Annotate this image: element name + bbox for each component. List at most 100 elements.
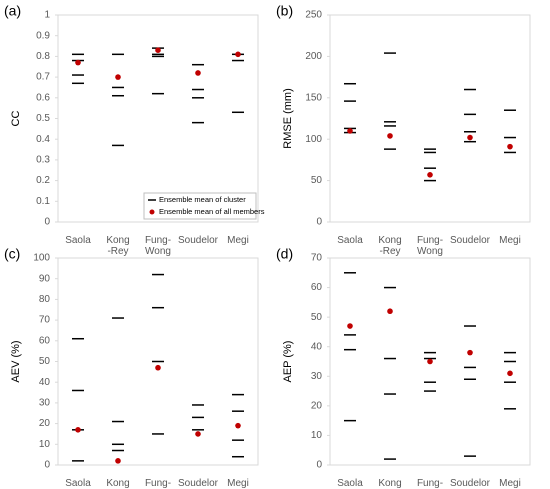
panel-label: (b) (276, 3, 293, 19)
y-tick-label: 0.9 (36, 30, 50, 41)
x-tick-line: Megi (227, 478, 249, 489)
y-tick-label: 20 (39, 418, 51, 429)
x-tick-line: Soudelor (178, 235, 219, 246)
all-member-mean (507, 370, 513, 377)
all-member-mean (427, 358, 433, 365)
all-member-mean (155, 47, 161, 53)
all-member-mean (347, 323, 353, 329)
plot-frame (329, 14, 531, 223)
x-tick-label: Saola (337, 235, 363, 246)
x-tick-line: Wong (417, 246, 443, 257)
all-member-mean (347, 128, 353, 134)
x-tick-line: Saola (65, 478, 91, 489)
x-tick-line: Fung- (417, 478, 443, 489)
y-axis-label: RMSE (mm) (282, 88, 294, 149)
y-tick-label: 60 (311, 282, 323, 293)
y-tick-label: 90 (39, 273, 51, 284)
y-tick-label: 0 (316, 460, 322, 471)
x-tick-line: Kong (106, 235, 129, 246)
y-tick-label: 10 (39, 439, 51, 450)
x-tick-label: Megi (227, 478, 249, 489)
y-tick-label: 0.3 (36, 155, 50, 166)
x-tick-label: Megi (227, 235, 249, 246)
all-member-mean (195, 431, 201, 437)
y-axis-label: AEV (%) (10, 340, 22, 382)
x-tick-label: Megi (499, 478, 521, 489)
plot-frame (57, 14, 259, 223)
x-tick-line: Megi (499, 235, 521, 246)
x-tick-line: Wong (145, 246, 171, 257)
y-tick-label: 0.8 (36, 51, 50, 62)
panel-label: (c) (4, 246, 20, 262)
x-tick-line: Kong (378, 478, 401, 489)
all-member-mean (155, 364, 161, 371)
y-tick-label: 0.6 (36, 92, 50, 103)
y-tick-label: 0 (316, 217, 322, 228)
x-tick-line: Kong (106, 478, 129, 489)
x-tick-label: Fung-Wong (417, 235, 443, 257)
y-axis-label: AEP (%) (282, 341, 294, 383)
plot-frame (329, 257, 531, 466)
y-tick-label: 1 (44, 10, 50, 21)
all-member-mean (467, 134, 473, 141)
y-axis-label: CC (10, 111, 22, 127)
x-tick-label: Soudelor (450, 235, 491, 246)
x-tick-line: Saola (337, 235, 363, 246)
x-tick-line: Soudelor (450, 478, 491, 489)
all-member-mean (235, 422, 241, 429)
y-tick-label: 30 (311, 371, 323, 382)
y-tick-label: 0.2 (36, 175, 50, 186)
x-tick-line: Fung- (417, 235, 443, 246)
y-tick-label: 50 (39, 356, 51, 367)
x-tick-label: Soudelor (178, 235, 219, 246)
all-member-mean (427, 172, 433, 178)
legend-label: Ensemble mean of all members (159, 207, 265, 216)
y-tick-label: 30 (39, 398, 51, 409)
x-tick-line: Megi (227, 235, 249, 246)
all-member-mean (467, 349, 473, 356)
x-tick-label: Saola (65, 478, 91, 489)
x-tick-line: Saola (65, 235, 91, 246)
y-tick-label: 0 (44, 460, 50, 471)
x-tick-label: Kong-Rey (378, 478, 401, 489)
y-tick-label: 100 (305, 134, 322, 145)
x-tick-label: Fung-Wong (145, 478, 171, 489)
y-tick-label: 0.7 (36, 72, 50, 83)
all-member-mean (75, 427, 81, 433)
y-tick-label: 200 (305, 51, 322, 62)
x-tick-label: Kong-Rey (106, 478, 129, 489)
y-tick-label: 0.4 (36, 134, 50, 145)
x-tick-label: Soudelor (450, 478, 491, 489)
x-tick-label: Saola (337, 478, 363, 489)
x-tick-line: Megi (499, 478, 521, 489)
x-tick-label: Megi (499, 235, 521, 246)
all-member-mean (387, 308, 393, 315)
x-tick-line: Fung- (145, 478, 171, 489)
y-tick-label: 0 (44, 217, 50, 228)
y-tick-label: 40 (311, 341, 323, 352)
x-tick-label: Soudelor (178, 478, 219, 489)
legend-label: Ensemble mean of cluster (159, 195, 246, 204)
x-tick-label: Saola (65, 235, 91, 246)
x-tick-line: Soudelor (450, 235, 491, 246)
all-member-mean (115, 458, 121, 464)
y-tick-label: 70 (39, 315, 51, 326)
all-member-mean (195, 70, 201, 76)
x-tick-line: Soudelor (178, 478, 219, 489)
y-tick-label: 0.5 (36, 113, 50, 124)
x-tick-label: Fung-Wong (417, 478, 443, 489)
all-member-mean (75, 59, 81, 66)
y-tick-label: 10 (311, 430, 323, 441)
x-tick-line: -Rey (107, 246, 128, 257)
all-member-mean (387, 133, 393, 139)
x-tick-line: -Rey (379, 246, 400, 257)
y-tick-label: 40 (39, 377, 51, 388)
all-member-mean (235, 51, 241, 58)
x-tick-line: Fung- (145, 235, 171, 246)
y-tick-label: 150 (305, 92, 322, 103)
all-member-mean (507, 143, 513, 150)
panel-label: (d) (276, 246, 293, 262)
y-tick-label: 20 (311, 400, 323, 411)
y-tick-label: 80 (39, 294, 51, 305)
